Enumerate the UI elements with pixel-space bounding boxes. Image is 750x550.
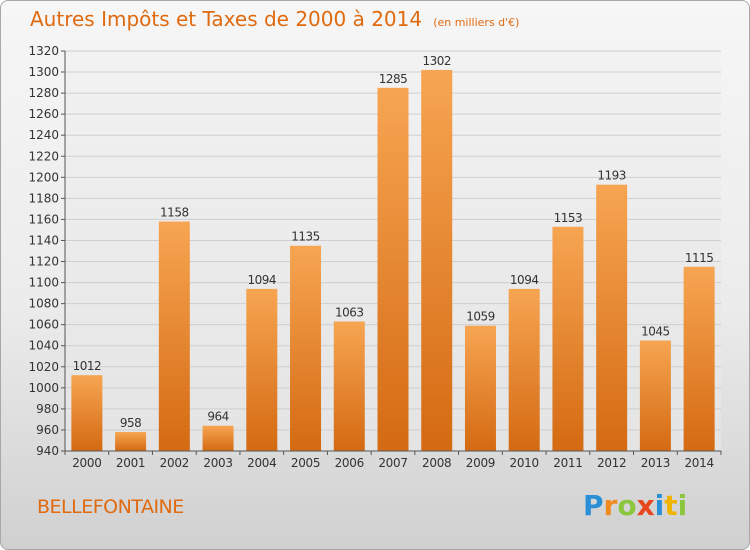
x-tick-label: 2010 bbox=[510, 456, 539, 470]
y-tick-label: 940 bbox=[36, 444, 59, 458]
bar bbox=[508, 288, 540, 451]
y-tick-label: 1140 bbox=[28, 233, 59, 247]
x-tick-label: 2007 bbox=[378, 456, 407, 470]
data-label: 1094 bbox=[248, 273, 277, 287]
chart-title-line: Autres Impôts et Taxes de 2000 à 2014 (e… bbox=[30, 7, 519, 31]
logo-letter: t bbox=[664, 489, 678, 522]
data-label: 1094 bbox=[510, 273, 539, 287]
data-label: 1063 bbox=[335, 306, 364, 320]
y-tick-label: 960 bbox=[36, 423, 59, 437]
data-label: 1045 bbox=[641, 324, 670, 338]
data-label: 1302 bbox=[422, 54, 451, 68]
y-tick-label: 1160 bbox=[28, 212, 59, 226]
bar bbox=[202, 425, 234, 451]
bar bbox=[552, 226, 584, 451]
x-tick-label: 2012 bbox=[597, 456, 626, 470]
bar bbox=[158, 221, 190, 451]
logo-letter: x bbox=[636, 489, 655, 522]
bar bbox=[683, 266, 715, 451]
x-tick-label: 2004 bbox=[247, 456, 276, 470]
y-tick-label: 1320 bbox=[28, 44, 59, 58]
y-tick-label: 1300 bbox=[28, 65, 59, 79]
bars bbox=[71, 69, 715, 452]
x-tick-label: 2011 bbox=[553, 456, 582, 470]
data-label: 1135 bbox=[291, 230, 320, 244]
y-tick-label: 1180 bbox=[28, 191, 59, 205]
y-tick-label: 1220 bbox=[28, 149, 59, 163]
x-tick-label: 2005 bbox=[291, 456, 320, 470]
data-label: 1153 bbox=[554, 211, 583, 225]
x-tick-label: 2006 bbox=[335, 456, 364, 470]
bar bbox=[290, 245, 322, 451]
data-label: 1012 bbox=[73, 359, 102, 373]
x-tick-label: 2009 bbox=[466, 456, 495, 470]
y-tick-label: 1020 bbox=[28, 360, 59, 374]
data-label: 1059 bbox=[466, 310, 495, 324]
data-labels: 1012 958 1158 964 1094 1135 1063 1285 1302 1059 10… bbox=[73, 54, 714, 430]
data-label: 1158 bbox=[160, 206, 189, 220]
y-tick-label: 1100 bbox=[28, 276, 59, 290]
logo-letter: o bbox=[617, 489, 637, 522]
bar bbox=[246, 288, 278, 451]
bar bbox=[421, 69, 453, 452]
x-axis: 2000 2001 2002 2003 2004 2005 2006 2007 2008 2009… bbox=[64, 450, 722, 470]
x-tick-label: 2001 bbox=[116, 456, 145, 470]
x-tick-label: 2000 bbox=[72, 456, 101, 470]
bar bbox=[596, 184, 628, 451]
bar bbox=[464, 325, 496, 451]
x-tick-label: 2002 bbox=[160, 456, 189, 470]
bar bbox=[71, 375, 103, 451]
y-tick-label: 1060 bbox=[28, 318, 59, 332]
y-tick-label: 1240 bbox=[28, 128, 59, 142]
y-tick-label: 1200 bbox=[28, 170, 59, 184]
y-tick-label: 1080 bbox=[28, 297, 59, 311]
chart-title: Autres Impôts et Taxes de 2000 à 2014 bbox=[30, 7, 423, 31]
bar bbox=[115, 432, 147, 451]
x-tick-label: 2003 bbox=[203, 456, 232, 470]
logo-letter: i bbox=[677, 489, 688, 522]
data-label: 1193 bbox=[597, 169, 626, 183]
logo-letter: r bbox=[603, 489, 618, 522]
logo-letter: P bbox=[583, 489, 604, 522]
chart-subtitle: (en milliers d'€) bbox=[433, 16, 520, 29]
commune-name: BELLEFONTAINE bbox=[37, 496, 184, 518]
x-tick-label: 2014 bbox=[684, 456, 713, 470]
data-label: 1115 bbox=[685, 251, 714, 265]
y-tick-label: 980 bbox=[36, 402, 59, 416]
bar bbox=[377, 87, 409, 451]
data-label: 964 bbox=[207, 410, 228, 424]
bar bbox=[333, 321, 365, 451]
bar bbox=[639, 340, 671, 451]
x-tick-label: 2008 bbox=[422, 456, 451, 470]
data-label: 958 bbox=[120, 416, 141, 430]
logo-letter: i bbox=[654, 489, 665, 522]
data-label: 1285 bbox=[379, 72, 408, 86]
y-tick-label: 1260 bbox=[28, 107, 59, 121]
y-axis: 940 960 980 1000 1020 1040 1060 1080 1100 1120 114… bbox=[28, 44, 66, 458]
y-tick-label: 1000 bbox=[28, 381, 59, 395]
y-tick-label: 1040 bbox=[28, 339, 59, 353]
x-tick-label: 2013 bbox=[641, 456, 670, 470]
y-tick-label: 1120 bbox=[28, 255, 59, 269]
proxiti-logo: Proxiti bbox=[583, 489, 687, 522]
y-tick-label: 1280 bbox=[28, 86, 59, 100]
